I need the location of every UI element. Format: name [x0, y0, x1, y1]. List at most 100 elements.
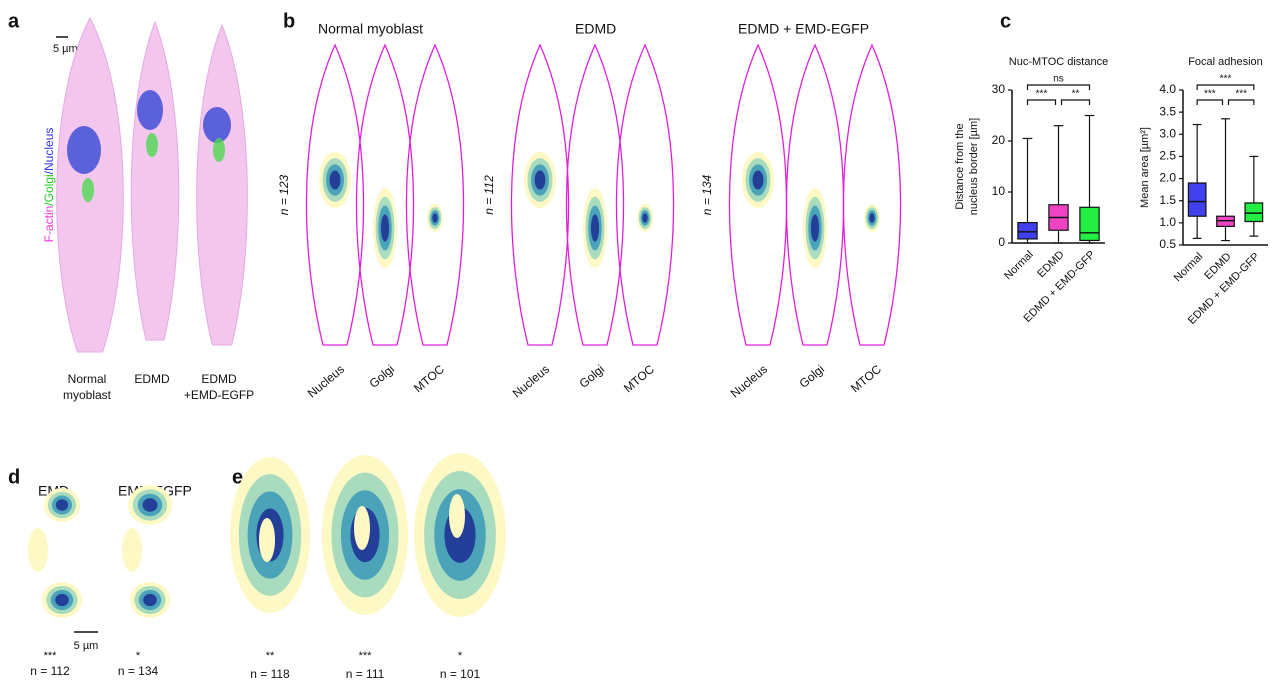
density-contour — [432, 213, 437, 223]
chart-title: Nuc-MTOC distance — [1009, 56, 1108, 68]
golgi-image — [213, 138, 225, 162]
n-label: n = 111 — [346, 667, 385, 681]
significance-label: *** — [1235, 89, 1247, 100]
stain-part: F-actin — [42, 206, 56, 243]
y-tick-label: 1.0 — [1159, 215, 1176, 229]
nucleus-image — [137, 90, 163, 130]
box — [1245, 203, 1263, 222]
significance-label: ns — [1053, 74, 1064, 85]
x-tick-label: Normal — [1002, 249, 1036, 283]
cell-image — [131, 22, 179, 340]
golgi-image — [82, 178, 94, 202]
n-label: n = 123 — [277, 174, 291, 215]
significance-label: *** — [1204, 89, 1216, 100]
y-tick-label: 2.5 — [1159, 149, 1176, 163]
density-contour — [354, 506, 370, 550]
significance-label: *** — [1220, 74, 1232, 85]
marker-label: Nucleus — [510, 362, 552, 401]
cell-image — [197, 25, 248, 345]
density-contour — [122, 528, 142, 572]
density-contour — [143, 594, 157, 606]
stars-label: *** — [44, 650, 58, 662]
condition-label: Normal — [68, 372, 107, 386]
n-label: n = 112 — [30, 664, 70, 678]
x-tick-label: Normal — [1172, 251, 1206, 285]
y-axis-label: Mean area [µm²] — [1139, 127, 1151, 208]
group-title: Normal myoblast — [318, 21, 423, 37]
box — [1188, 183, 1206, 216]
panel-letter: b — [283, 10, 295, 32]
y-tick-label: 0 — [998, 235, 1005, 249]
scale-label: 5 µm — [74, 640, 99, 652]
density-contour — [811, 214, 819, 241]
marker-label: MTOC — [848, 362, 884, 396]
y-tick-label: 2.0 — [1159, 171, 1176, 185]
significance-bracket — [1229, 100, 1254, 105]
marker-label: Golgi — [577, 362, 607, 391]
nucleus-image — [203, 107, 231, 143]
cell-outline — [616, 45, 673, 345]
y-tick-label: 4.0 — [1159, 82, 1176, 96]
condition-label: EDMD — [201, 372, 237, 386]
n-label: n = 101 — [440, 667, 481, 681]
stain-part: Golgi — [42, 174, 56, 202]
y-tick-label: 3.5 — [1159, 104, 1176, 118]
significance-bracket — [1197, 100, 1222, 105]
density-contour — [381, 214, 389, 241]
marker-label: Golgi — [367, 362, 397, 391]
stars-label: * — [136, 650, 141, 662]
panel-letter: a — [8, 10, 20, 32]
stars-label: *** — [359, 650, 373, 662]
chart-title: Focal adhesion — [1188, 56, 1263, 68]
significance-label: ** — [1072, 89, 1080, 100]
condition-label: EDMD — [134, 372, 170, 386]
figure: a b c d e 5 µm F-actin/Golgi/Nucleus Nor… — [0, 0, 1287, 685]
density-contour — [56, 499, 68, 511]
cell-outline — [406, 45, 463, 345]
cell-outline — [843, 45, 900, 345]
condition-label: myoblast — [63, 388, 112, 402]
significance-bracket — [1062, 100, 1090, 105]
stars-label: ** — [266, 650, 275, 662]
golgi-image — [146, 133, 158, 157]
density-contour — [753, 170, 764, 189]
stars-label: * — [458, 650, 463, 662]
y-axis-label: nucleus border [µm] — [968, 118, 980, 215]
density-contour — [330, 170, 341, 189]
density-contour — [449, 494, 465, 538]
marker-label: MTOC — [621, 362, 657, 396]
density-contour — [28, 528, 48, 572]
y-tick-label: 10 — [992, 184, 1006, 198]
y-axis-label: Distance from the — [954, 123, 966, 209]
significance-label: *** — [1036, 89, 1048, 100]
group-title: EDMD + EMD-EGFP — [738, 21, 869, 37]
stain-label: F-actin/Golgi/Nucleus — [42, 128, 56, 243]
marker-label: Golgi — [797, 362, 827, 391]
group-title: EDMD — [575, 21, 616, 37]
box — [1080, 207, 1099, 240]
significance-bracket — [1028, 100, 1056, 105]
density-contour — [55, 594, 69, 606]
y-tick-label: 1.5 — [1159, 193, 1176, 207]
panel-letter: c — [1000, 10, 1011, 32]
density-contour — [535, 170, 546, 189]
marker-label: MTOC — [411, 362, 447, 396]
y-tick-label: 0.5 — [1159, 237, 1176, 251]
density-contour — [642, 213, 647, 223]
n-label: n = 134 — [700, 174, 714, 215]
density-contour — [591, 214, 599, 241]
scale-label: 5 µm — [53, 43, 78, 55]
density-contour — [259, 518, 275, 562]
n-label: n = 134 — [118, 664, 159, 678]
nucleus-image — [67, 126, 101, 174]
y-tick-label: 20 — [992, 133, 1006, 147]
density-contour — [143, 498, 158, 512]
density-contour — [869, 213, 874, 223]
n-label: n = 112 — [482, 175, 496, 215]
marker-label: Nucleus — [305, 362, 347, 401]
y-tick-label: 3.0 — [1159, 126, 1176, 140]
box — [1018, 223, 1037, 239]
condition-label: +EMD-EGFP — [184, 388, 254, 402]
stain-part: Nucleus — [42, 128, 56, 171]
panel-letter: d — [8, 466, 20, 488]
